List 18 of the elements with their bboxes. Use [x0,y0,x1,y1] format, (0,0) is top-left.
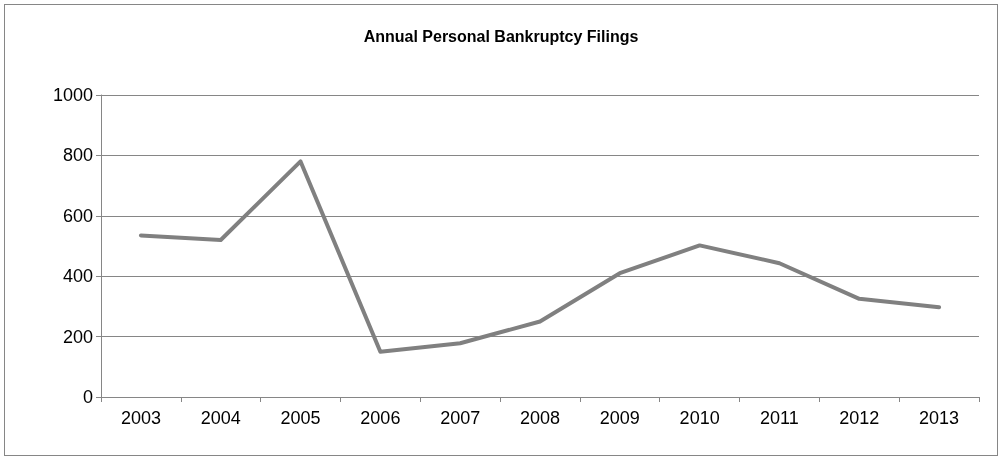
x-tick-label: 2012 [839,408,880,428]
x-tick-label: 2005 [280,408,321,428]
y-tick-label: 200 [62,326,93,347]
x-tick-label: 2003 [120,408,161,428]
x-tick-label: 2013 [919,408,960,428]
chart-title: Annual Personal Bankruptcy Filings [363,27,639,45]
x-tick-label: 2011 [760,408,799,428]
y-tick-label: 800 [62,145,93,166]
x-tick-label: 2007 [440,408,481,428]
y-tick-label: 600 [62,205,93,226]
x-tick-label: 2009 [599,408,640,428]
y-tick-label: 1000 [52,85,93,105]
x-tick-label: 2010 [679,408,720,428]
y-tick-label: 400 [62,266,93,287]
x-tick-label: 2006 [360,408,401,428]
x-tick-label: 2008 [519,408,561,428]
y-tick-label: 0 [82,387,93,407]
x-tick-label: 2004 [200,408,241,428]
